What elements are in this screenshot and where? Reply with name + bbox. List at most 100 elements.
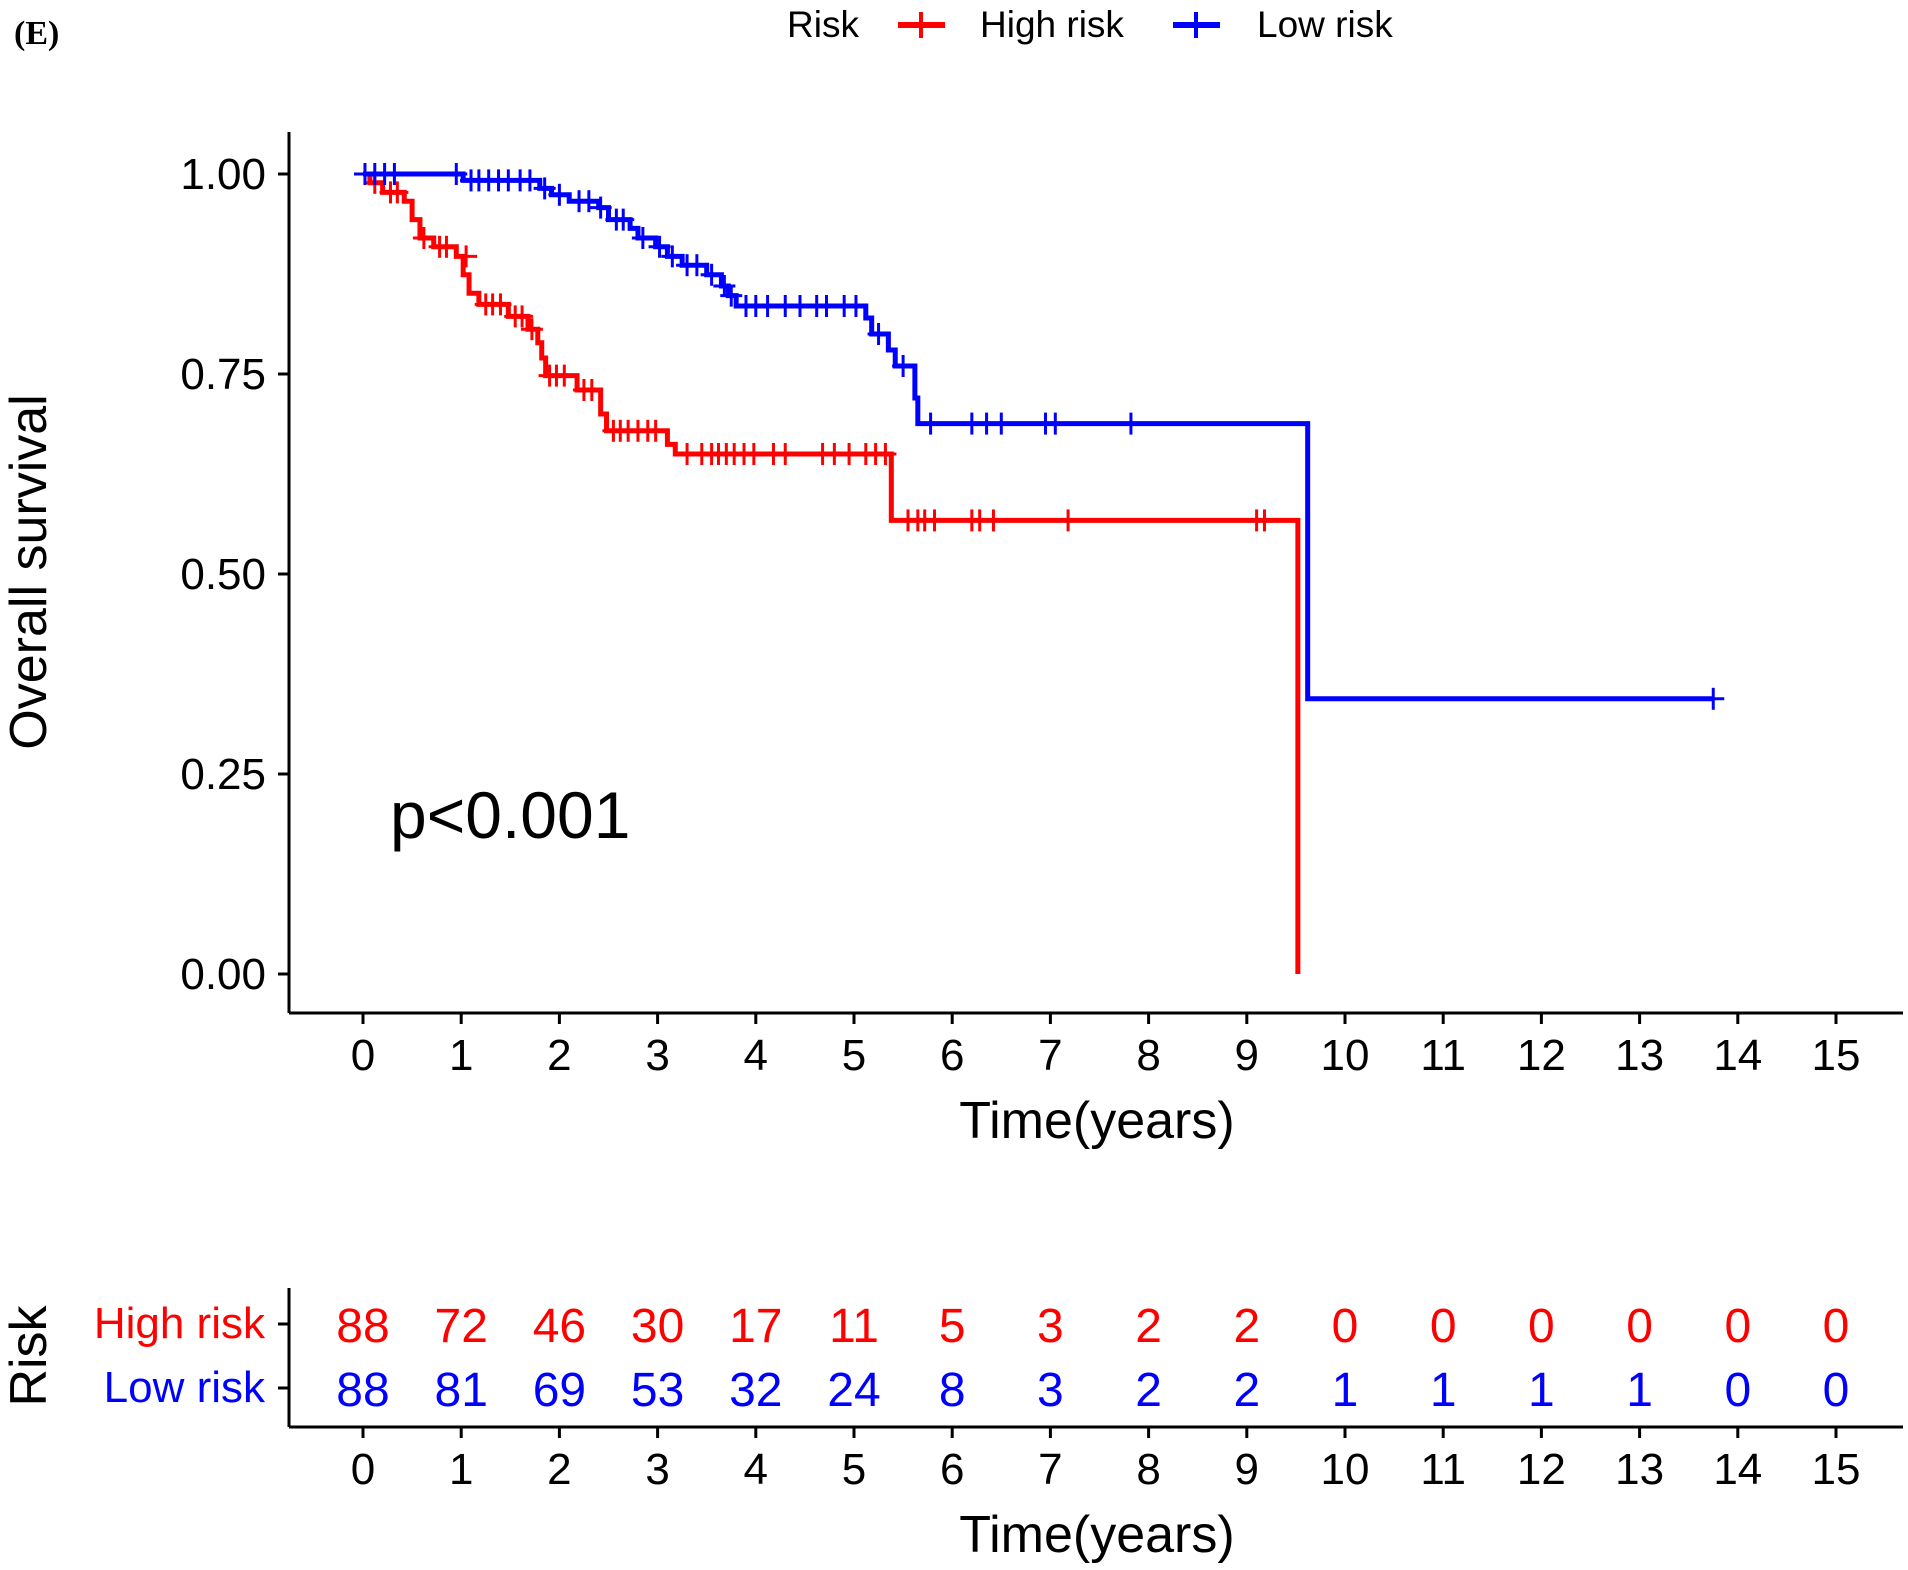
censor-mark	[774, 443, 797, 465]
censor-mark	[631, 227, 654, 249]
x-tick-label: 14	[1713, 1031, 1762, 1080]
table-row-label-low: Low risk	[104, 1363, 266, 1412]
table-cell: 0	[1430, 1300, 1457, 1353]
x-tick-label: 6	[940, 1031, 964, 1080]
x-tick-label: 11	[1420, 1445, 1466, 1494]
x-tick-label: 6	[940, 1445, 964, 1494]
legend-label-low: Low risk	[1257, 4, 1393, 45]
survival-plot: 0.000.250.500.751.00 0 1 2 3 4 5 6 7 8 9 10 11 12 13 1…	[0, 132, 1903, 1150]
table-x-axis-ticks: 0 1 2 3 4 5 6 7 8 9 10 11 12 13 14 15	[351, 1427, 1861, 1494]
table-cell: 8	[939, 1364, 966, 1417]
x-tick-label: 14	[1713, 1445, 1762, 1494]
censor-mark	[520, 318, 543, 341]
table-cell: 81	[435, 1364, 488, 1417]
y-tick-label: 1.00	[180, 150, 266, 199]
x-tick-label: 7	[1038, 1031, 1062, 1080]
censor-mark	[982, 509, 1005, 532]
table-x-axis-title: Time(years)	[959, 1506, 1234, 1564]
x-tick-label: 12	[1517, 1031, 1566, 1080]
table-cell: 88	[336, 1364, 389, 1417]
x-tick-label: 15	[1812, 1445, 1861, 1494]
censor-mark	[990, 412, 1013, 435]
censor-mark	[874, 443, 897, 465]
censor-mark	[612, 208, 635, 231]
table-cell: 1	[1430, 1364, 1457, 1417]
x-axis-title: Time(years)	[959, 1092, 1234, 1150]
legend-title: Risk	[787, 4, 859, 45]
risk-table: High risk Low risk 88 72 46 30 17 11 5 3 2 2 0 0 0 0 0…	[0, 1288, 1903, 1564]
x-tick-label: 2	[547, 1445, 571, 1494]
x-tick-label: 10	[1321, 1031, 1370, 1080]
censor-mark	[383, 163, 406, 185]
legend: Risk High risk Low risk	[787, 4, 1393, 45]
censor-mark	[648, 235, 671, 258]
censor-mark	[685, 254, 708, 277]
x-tick-label: 9	[1235, 1031, 1259, 1080]
censor-mark	[577, 190, 600, 213]
table-cell: 0	[1626, 1300, 1653, 1353]
x-tick-label: 2	[547, 1031, 571, 1080]
censor-mark	[533, 177, 556, 200]
legend-key-high	[898, 12, 945, 38]
table-cell: 32	[729, 1364, 782, 1417]
table-cell: 0	[1332, 1300, 1359, 1353]
table-cell: 2	[1135, 1364, 1162, 1417]
censor-mark	[923, 509, 946, 532]
table-cell: 0	[1823, 1364, 1850, 1417]
table-cell: 2	[1233, 1364, 1260, 1417]
y-axis-ticks: 0.00 0.25 0.50 0.75 1.00	[180, 150, 289, 999]
censor-mark	[589, 196, 612, 219]
table-cell: 72	[435, 1300, 488, 1353]
censor-mark	[1119, 412, 1142, 435]
y-tick-label: 0.00	[180, 950, 266, 999]
censor-mark	[1253, 509, 1276, 532]
legend-label-high: High risk	[980, 4, 1124, 45]
x-tick-label: 10	[1321, 1445, 1370, 1494]
table-cell: 17	[729, 1300, 782, 1353]
table-cell: 1	[1626, 1364, 1653, 1417]
censor-mark	[742, 443, 765, 465]
table-cell: 1	[1332, 1364, 1359, 1417]
x-tick-label: 5	[842, 1445, 866, 1494]
x-tick-label: 1	[449, 1031, 473, 1080]
legend-key-low	[1173, 12, 1220, 38]
table-y-axis-title: Risk	[0, 1304, 58, 1406]
table-cell: 0	[1823, 1300, 1850, 1353]
censor-mark	[644, 419, 667, 442]
table-cell: 0	[1528, 1300, 1555, 1353]
x-tick-label: 3	[645, 1031, 669, 1080]
table-cell: 2	[1233, 1300, 1260, 1353]
censor-mark	[412, 227, 435, 249]
table-cell: 3	[1037, 1364, 1064, 1417]
p-value-annotation: p<0.001	[390, 778, 630, 852]
table-cell: 0	[1724, 1364, 1751, 1417]
survival-line-low-risk	[363, 171, 1714, 702]
censor-mark	[489, 293, 512, 316]
censor-mark	[661, 245, 684, 268]
censor-mark	[386, 181, 409, 204]
censor-mark	[1044, 412, 1067, 435]
censor-mark	[1702, 687, 1725, 710]
y-tick-label: 0.25	[180, 750, 266, 799]
x-tick-label: 3	[645, 1445, 669, 1494]
censor-mark	[455, 245, 478, 268]
censor-mark	[553, 364, 576, 387]
x-tick-label: 0	[351, 1445, 375, 1494]
table-cell: 30	[631, 1300, 684, 1353]
censor-mark	[518, 169, 541, 192]
censor-mark	[1057, 509, 1080, 532]
x-tick-label: 8	[1136, 1445, 1160, 1494]
censor-mark	[700, 263, 723, 286]
x-tick-label: 5	[842, 1031, 866, 1080]
x-axis-ticks: 0 1 2 3 4 5 6 7 8 9 10 11 12 13 14 15	[351, 1013, 1860, 1080]
table-cell: 46	[533, 1300, 586, 1353]
y-tick-label: 0.50	[180, 550, 266, 599]
x-tick-label: 13	[1615, 1031, 1664, 1080]
y-axis-title: Overall survival	[0, 394, 58, 749]
censor-mark	[892, 355, 915, 377]
table-cell: 69	[533, 1364, 586, 1417]
censor-mark	[435, 235, 458, 258]
censor-mark	[445, 163, 468, 185]
x-tick-label: 4	[744, 1031, 768, 1080]
